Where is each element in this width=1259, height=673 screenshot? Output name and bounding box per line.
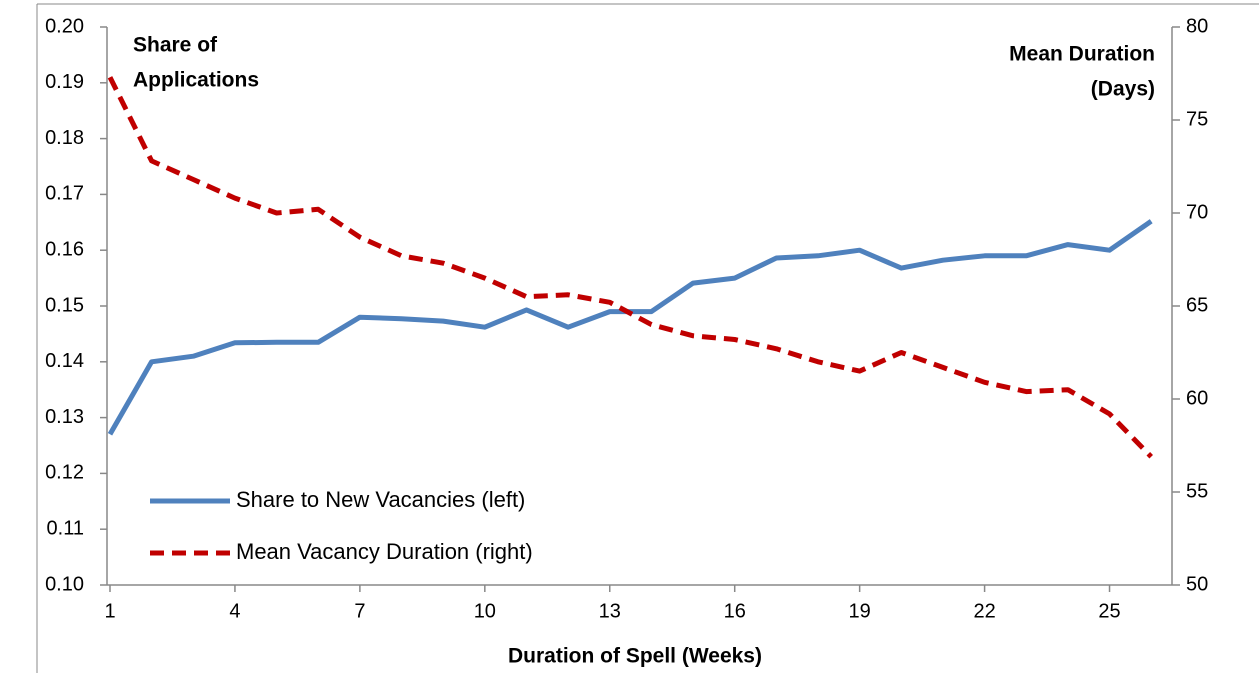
x-tick-label: 19: [849, 600, 871, 622]
y2-tick-label: 70: [1186, 201, 1208, 223]
x-tick-label: 22: [973, 600, 995, 622]
series-line: [107, 76, 1153, 459]
y-axis-title: Share of: [133, 34, 218, 57]
y2-tick-label: 75: [1186, 108, 1208, 130]
y2-axis-title: Mean Duration: [1009, 43, 1155, 66]
legend-label: Share to New Vacancies (left): [236, 487, 525, 512]
x-tick-label: 10: [474, 600, 496, 622]
x-axis-title: Duration of Spell (Weeks): [508, 645, 762, 668]
y-tick-label: 0.15: [45, 294, 84, 316]
y2-tick-label: 50: [1186, 573, 1208, 595]
y2-tick-label: 60: [1186, 387, 1208, 409]
y2-tick-label: 65: [1186, 294, 1208, 316]
y2-tick-label: 80: [1186, 15, 1208, 37]
y-tick-label: 0.14: [45, 350, 84, 372]
x-tick-label: 4: [229, 600, 240, 622]
y-tick-label: 0.13: [45, 406, 84, 428]
y-tick-label: 0.18: [45, 127, 84, 149]
y-tick-label: 0.12: [45, 462, 84, 484]
legend-label: Mean Vacancy Duration (right): [236, 539, 533, 564]
y-tick-label: 0.17: [45, 183, 84, 205]
y-tick-label: 0.16: [45, 238, 84, 260]
y2-tick-label: 55: [1186, 480, 1208, 502]
y-axis-title: Applications: [133, 69, 259, 92]
x-tick-label: 1: [104, 600, 115, 622]
y2-axis-title: (Days): [1091, 78, 1155, 101]
y-tick-label: 0.11: [47, 517, 84, 539]
y-tick-label: 0.19: [45, 71, 84, 93]
x-tick-label: 25: [1098, 600, 1120, 622]
x-tick-label: 7: [354, 600, 365, 622]
y-tick-label: 0.20: [45, 15, 84, 37]
y-tick-label: 0.10: [45, 573, 84, 595]
x-tick-label: 13: [599, 600, 621, 622]
x-tick-label: 16: [724, 600, 746, 622]
series-line: [107, 219, 1153, 436]
